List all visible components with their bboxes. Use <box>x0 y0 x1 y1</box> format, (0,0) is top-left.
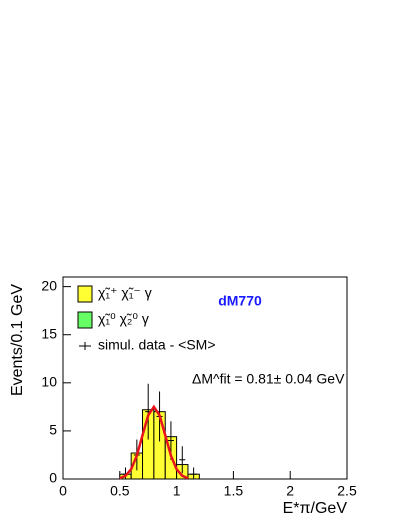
y-tick-label: 0 <box>49 470 57 486</box>
legend-swatch <box>77 311 93 329</box>
chart-title: dM770 <box>218 293 262 309</box>
x-tick-label: 0.5 <box>110 483 130 499</box>
x-axis-label: E*π/GeV <box>283 500 348 517</box>
legend-label: simul. data - <SM> <box>98 337 216 353</box>
y-tick-label: 10 <box>41 374 57 390</box>
plot-frame <box>62 276 348 480</box>
y-tick-label: 5 <box>49 422 57 438</box>
legend-label: χ̃₁⁺ χ̃₁⁻ γ <box>98 285 152 301</box>
x-tick-label: 2 <box>286 483 294 499</box>
x-tick-label: 0 <box>59 483 67 499</box>
x-tick-label: 2.5 <box>337 483 357 499</box>
legend-swatch <box>77 285 93 303</box>
y-axis-label: Events/0.1 GeV <box>9 284 26 396</box>
legend-label: χ̃₁⁰ χ̃₂⁰ γ <box>98 311 149 327</box>
annotation: ΔM^fit = 0.81± 0.04 GeV <box>192 371 345 387</box>
fit-curve <box>119 404 189 480</box>
x-tick-label: 1.5 <box>224 483 244 499</box>
y-tick-label: 20 <box>41 277 57 293</box>
x-tick-label: 1 <box>173 483 181 499</box>
y-tick-label: 15 <box>41 325 57 341</box>
